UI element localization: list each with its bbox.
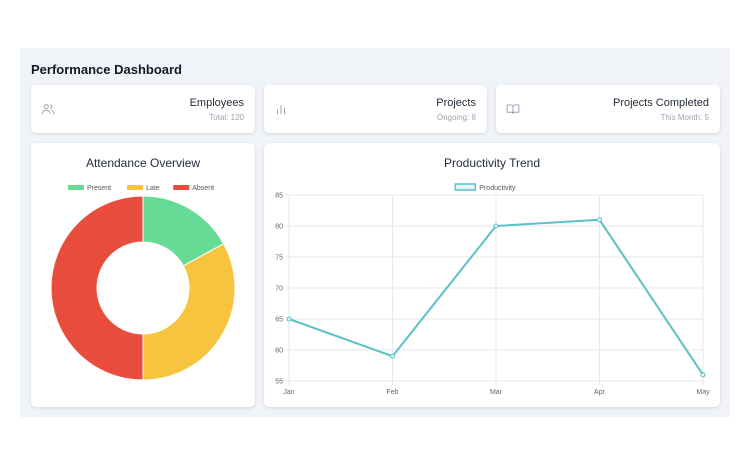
attendance-chart-card: Attendance Overview Present Late Absent bbox=[31, 143, 255, 407]
y-tick-label: 65 bbox=[275, 317, 283, 324]
y-tick-label: 60 bbox=[275, 348, 283, 355]
book-open-icon bbox=[506, 102, 520, 116]
y-tick-label: 85 bbox=[275, 193, 283, 200]
stat-subtext: This Month: 5 bbox=[660, 113, 709, 122]
data-point[interactable] bbox=[286, 316, 292, 322]
page-title: Performance Dashboard bbox=[31, 62, 182, 77]
x-tick-label: Mar bbox=[490, 389, 503, 396]
x-tick-label: Apr bbox=[594, 389, 606, 396]
legend-label-late: Late bbox=[146, 185, 160, 192]
chart-title: Productivity Trend bbox=[443, 156, 541, 170]
data-point[interactable] bbox=[390, 353, 395, 359]
bar-chart-icon bbox=[274, 102, 288, 116]
y-tick-label: 75 bbox=[275, 255, 283, 262]
stat-card-projects: Projects Ongoing: 8 bbox=[264, 85, 487, 133]
legend-label-present: Present bbox=[87, 185, 111, 192]
attendance-donut-chart: Present Late Absent bbox=[50, 185, 236, 381]
stat-label: Projects bbox=[436, 97, 476, 109]
stat-subtext: Ongoing: 8 bbox=[436, 113, 476, 122]
legend-swatch-absent bbox=[173, 185, 190, 190]
x-tick-label: Feb bbox=[386, 389, 398, 396]
legend-swatch-productivity bbox=[454, 183, 477, 191]
y-tick-label: 70 bbox=[275, 286, 283, 293]
data-point[interactable] bbox=[493, 223, 499, 229]
x-tick-label: Jan bbox=[283, 389, 294, 396]
legend-label-productivity: Productivity bbox=[479, 185, 516, 192]
stat-label: Employees bbox=[189, 97, 244, 109]
x-tick-label: May bbox=[696, 389, 710, 396]
chart-title: Attendance Overview bbox=[85, 156, 201, 170]
y-tick-label: 55 bbox=[275, 379, 283, 386]
stat-subtext: Total: 120 bbox=[209, 113, 244, 122]
y-tick-label: 80 bbox=[275, 224, 283, 231]
donut-slice-late[interactable] bbox=[142, 242, 236, 381]
data-point[interactable] bbox=[597, 217, 602, 223]
data-point[interactable] bbox=[700, 372, 706, 378]
stat-label: Projects Completed bbox=[613, 97, 709, 109]
stat-card-employees: Employees Total: 120 bbox=[31, 85, 255, 133]
legend-swatch-late bbox=[127, 185, 144, 190]
productivity-chart-card: Productivity Trend Productivity 85 80 75 70 6… bbox=[264, 143, 720, 407]
legend-swatch-present bbox=[67, 185, 84, 190]
donut-slice-absent[interactable] bbox=[50, 195, 144, 381]
dashboard: Performance Dashboard Employees Total: 1… bbox=[20, 48, 730, 417]
users-icon bbox=[41, 102, 55, 116]
legend-label-absent: Absent bbox=[192, 185, 214, 192]
stat-card-projects-completed: Projects Completed This Month: 5 bbox=[496, 85, 720, 133]
